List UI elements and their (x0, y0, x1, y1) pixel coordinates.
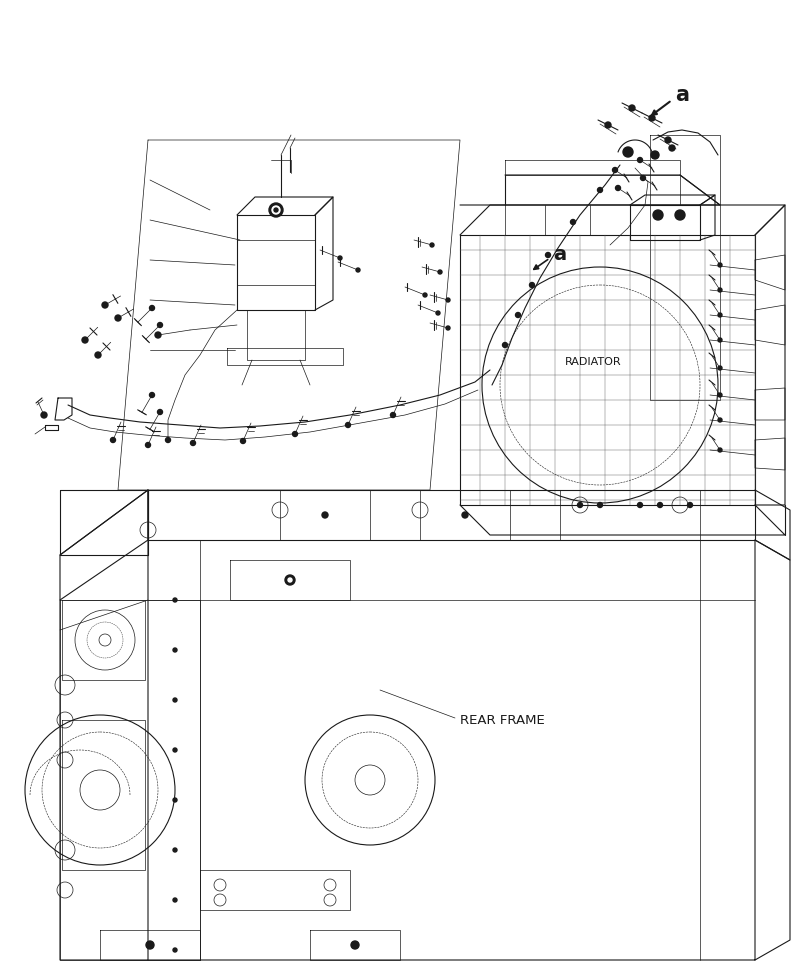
Circle shape (687, 503, 692, 507)
Circle shape (292, 431, 298, 436)
Text: a: a (553, 245, 566, 264)
Text: REAR FRAME: REAR FRAME (460, 713, 545, 727)
Circle shape (95, 352, 101, 358)
Circle shape (173, 798, 177, 802)
Circle shape (102, 302, 108, 308)
Circle shape (530, 283, 535, 287)
Circle shape (651, 151, 659, 159)
Circle shape (390, 412, 395, 417)
Circle shape (241, 438, 246, 443)
Circle shape (191, 440, 196, 446)
Circle shape (146, 941, 154, 949)
Circle shape (665, 137, 671, 143)
Circle shape (158, 323, 162, 328)
Circle shape (173, 698, 177, 702)
Circle shape (641, 176, 645, 181)
Circle shape (115, 315, 121, 321)
Circle shape (718, 263, 722, 267)
Circle shape (546, 253, 550, 258)
Circle shape (502, 342, 508, 348)
Circle shape (597, 503, 603, 507)
Circle shape (351, 941, 359, 949)
Circle shape (675, 210, 685, 220)
Circle shape (718, 393, 722, 397)
Circle shape (718, 338, 722, 342)
Circle shape (669, 145, 675, 151)
Circle shape (718, 448, 722, 452)
Circle shape (629, 105, 635, 111)
Circle shape (570, 219, 576, 225)
Circle shape (577, 503, 582, 507)
Circle shape (173, 948, 177, 952)
Circle shape (173, 848, 177, 852)
Circle shape (446, 298, 450, 302)
Circle shape (322, 512, 328, 518)
Circle shape (173, 898, 177, 902)
Circle shape (173, 598, 177, 602)
Circle shape (649, 115, 655, 121)
Circle shape (356, 268, 360, 272)
Circle shape (285, 575, 295, 585)
Circle shape (41, 412, 47, 418)
Text: a: a (675, 85, 689, 105)
Circle shape (516, 312, 520, 317)
Circle shape (718, 418, 722, 422)
Circle shape (430, 243, 434, 247)
Circle shape (615, 185, 620, 190)
Circle shape (173, 648, 177, 652)
Circle shape (438, 270, 442, 274)
Circle shape (436, 311, 440, 315)
Circle shape (173, 748, 177, 752)
Circle shape (82, 337, 88, 343)
Circle shape (446, 326, 450, 330)
Circle shape (462, 512, 468, 518)
Circle shape (150, 306, 154, 310)
Circle shape (423, 293, 427, 297)
Circle shape (605, 122, 611, 128)
Circle shape (653, 210, 663, 220)
Circle shape (657, 503, 662, 507)
Circle shape (269, 203, 283, 217)
Circle shape (612, 167, 618, 173)
Circle shape (597, 187, 603, 192)
Circle shape (166, 437, 170, 442)
Circle shape (155, 332, 161, 338)
Circle shape (272, 206, 280, 214)
Circle shape (338, 256, 342, 260)
Circle shape (146, 442, 150, 448)
Circle shape (111, 437, 116, 442)
Circle shape (158, 409, 162, 414)
Circle shape (718, 366, 722, 370)
Circle shape (345, 423, 351, 428)
Circle shape (274, 208, 278, 212)
Circle shape (718, 288, 722, 292)
Circle shape (623, 147, 633, 157)
Circle shape (638, 158, 642, 162)
Circle shape (150, 392, 154, 398)
Text: RADIATOR: RADIATOR (565, 357, 622, 367)
Circle shape (638, 503, 642, 507)
Circle shape (718, 313, 722, 317)
Circle shape (288, 578, 292, 582)
